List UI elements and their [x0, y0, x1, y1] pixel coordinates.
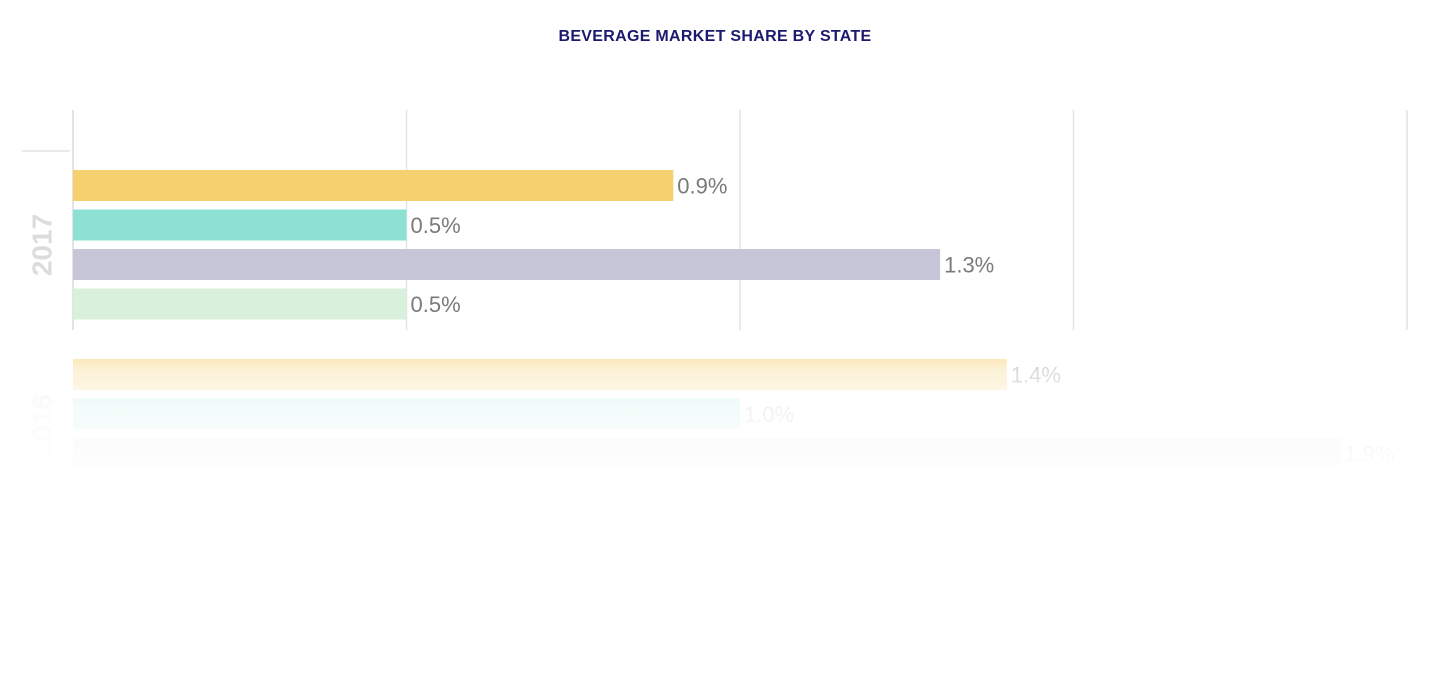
chart-title: BEVERAGE MARKET SHARE BY STATE: [558, 28, 872, 45]
data-label: 1.9%: [1344, 442, 1394, 467]
data-label: 1.4%: [1011, 363, 1061, 388]
group-label: 2016: [27, 394, 58, 456]
data-label: 1.0%: [744, 402, 794, 427]
bar: [73, 249, 941, 280]
bar: [73, 438, 1341, 469]
bar: [73, 359, 1007, 390]
data-label: 0.5%: [411, 292, 461, 317]
data-label: 0.5%: [411, 213, 461, 238]
group-label: 2017: [27, 214, 58, 276]
data-label: 0.9%: [677, 174, 727, 199]
bar: [73, 398, 740, 430]
bar: [73, 288, 407, 320]
bar: [73, 170, 674, 201]
bar: [73, 209, 407, 241]
data-label: 1.3%: [944, 253, 994, 278]
